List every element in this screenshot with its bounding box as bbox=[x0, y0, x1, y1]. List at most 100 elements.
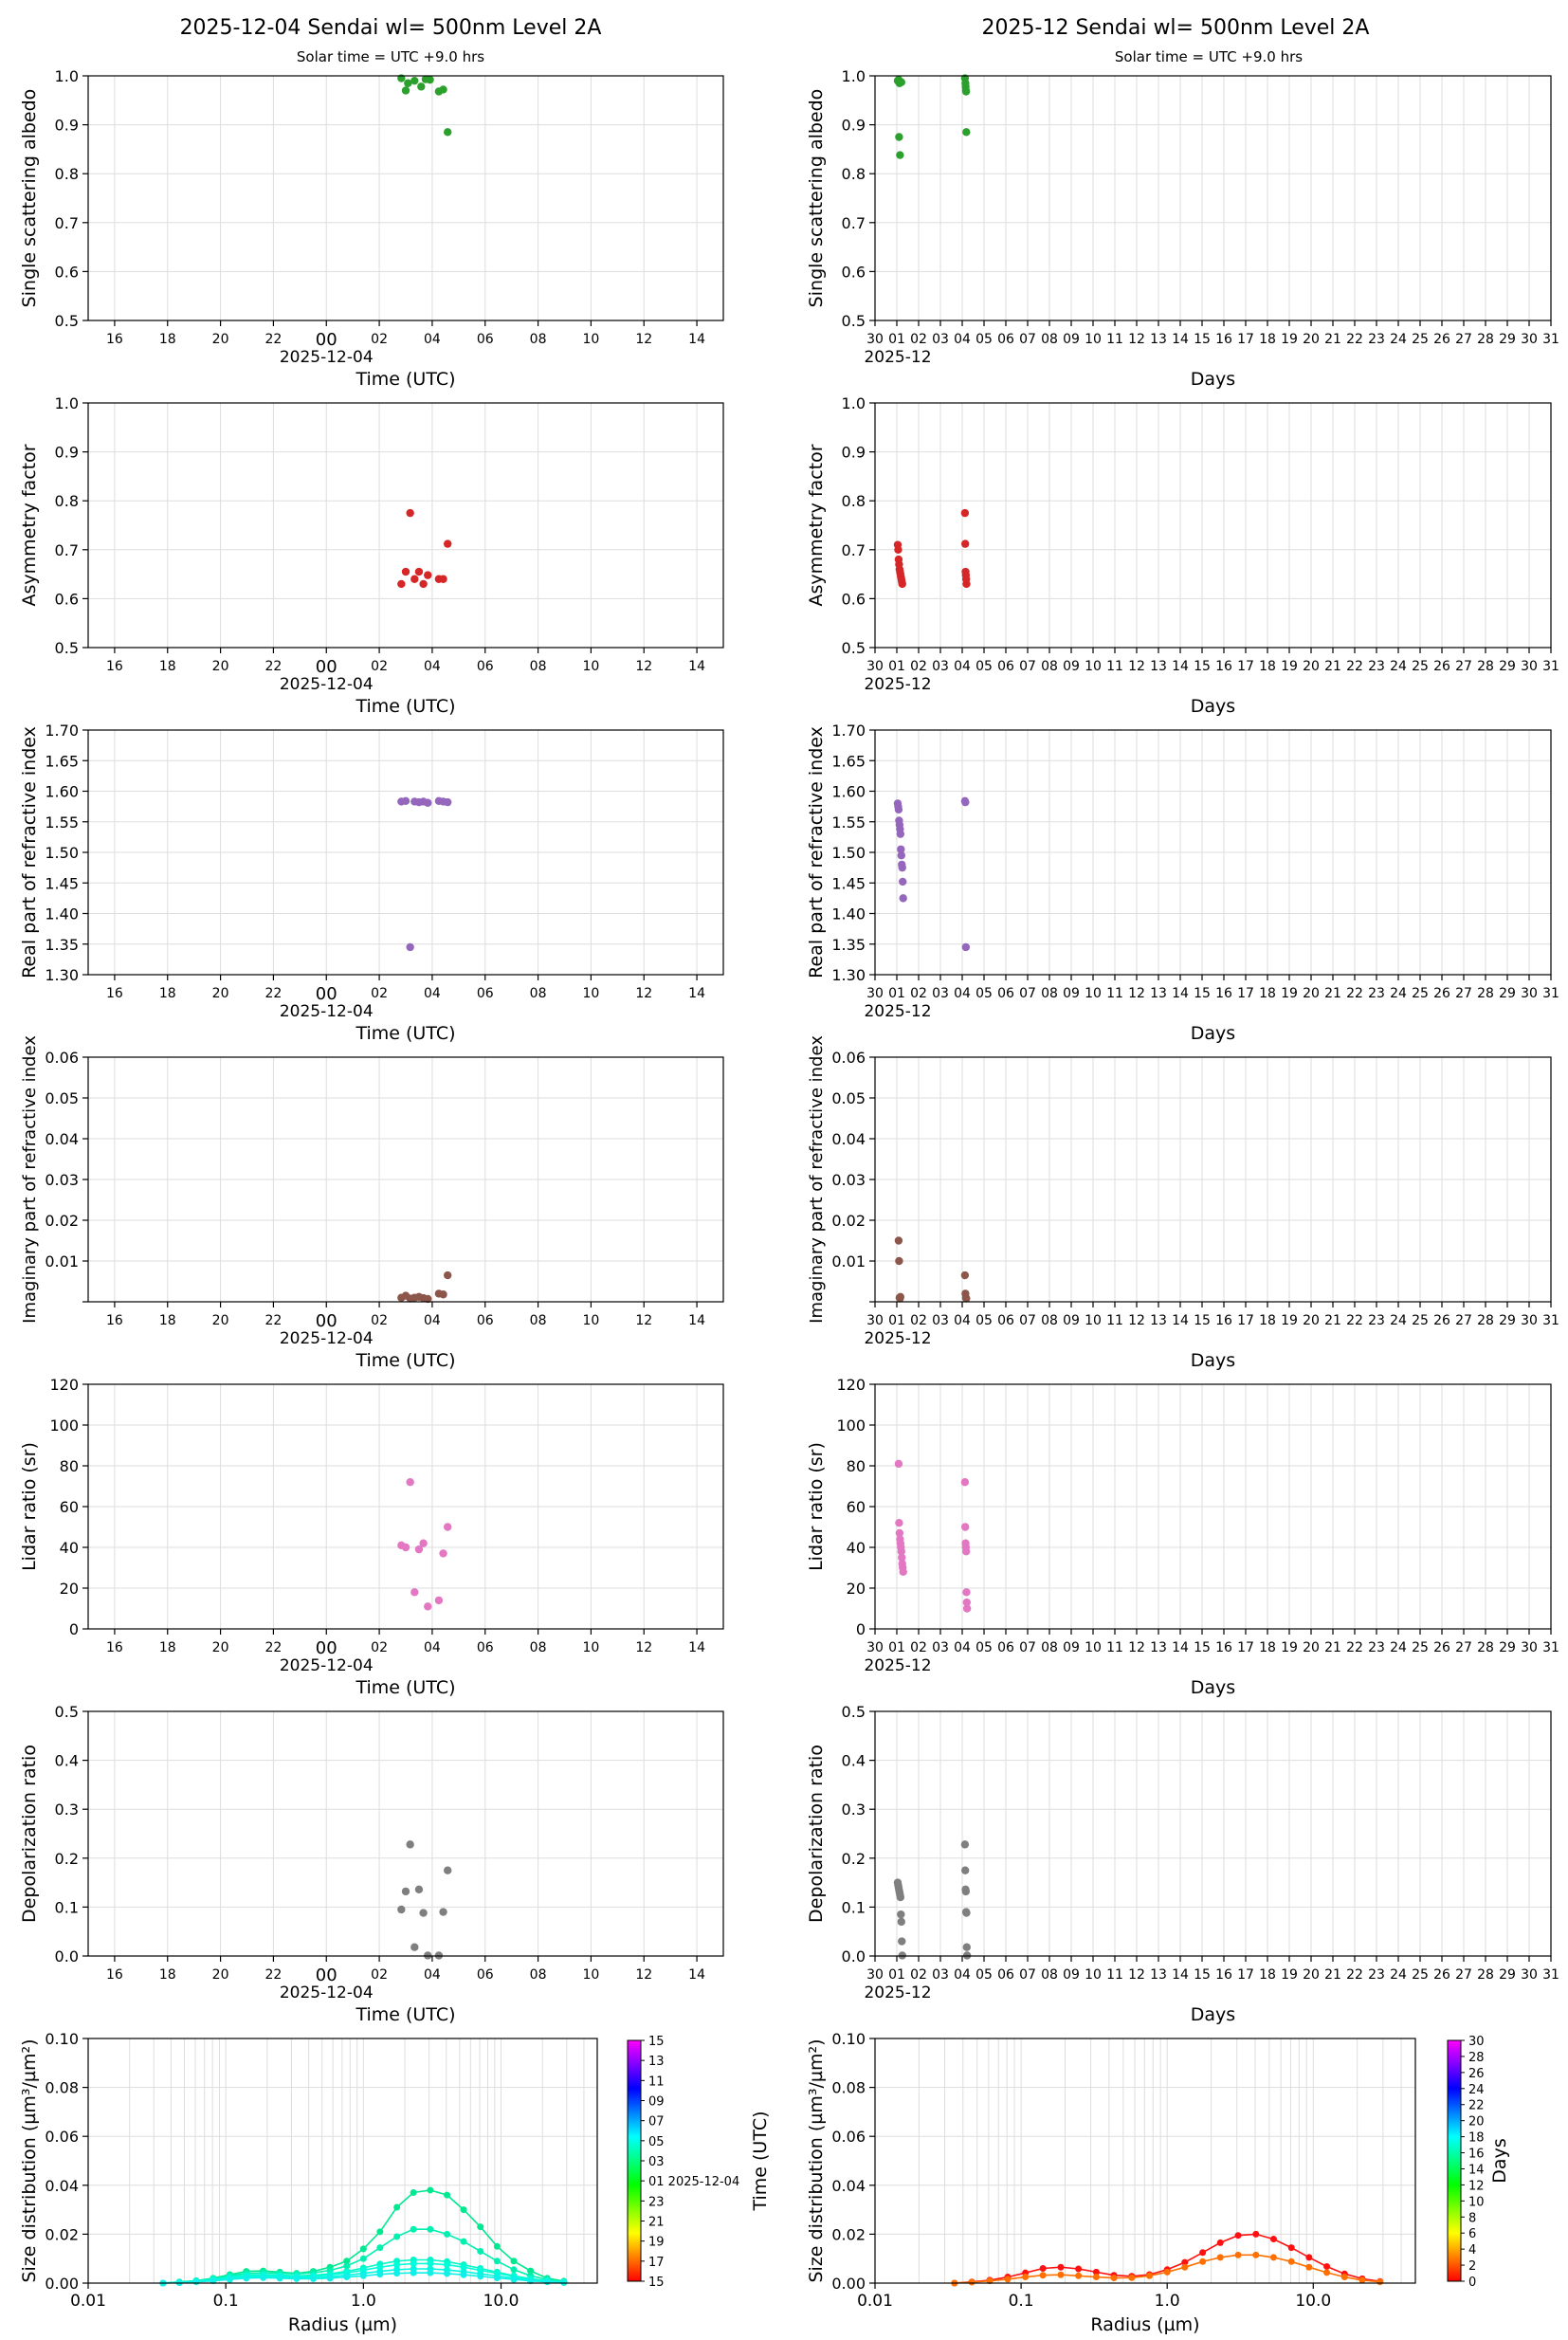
depol-monthly-x-tick-label: 31 bbox=[1542, 1967, 1559, 1983]
lidar-daily-x-tick-label: 10 bbox=[583, 1640, 600, 1655]
lidar-daily-point bbox=[434, 1596, 444, 1605]
real-ri-monthly-x-tick-label: 23 bbox=[1368, 986, 1385, 1001]
lidar-daily-x-tick-label: 00 bbox=[316, 1638, 337, 1658]
depol-monthly-x-tick-label: 22 bbox=[1346, 1967, 1363, 1983]
ssa-daily-x-tick-label: 22 bbox=[265, 332, 283, 347]
real-ri-monthly-x-tick-label: 31 bbox=[1542, 986, 1559, 1001]
psd-daily-x-tick-label: 1.0 bbox=[351, 2292, 376, 2311]
imag-ri-daily-x-tick-label: 16 bbox=[106, 1313, 123, 1328]
lidar-monthly-x-tick-label: 14 bbox=[1172, 1640, 1189, 1655]
psd-monthly-colorbar-tick-label: 20 bbox=[1468, 2115, 1485, 2130]
depol-daily-y-axis-label: Depolarization ratio bbox=[19, 1745, 40, 1923]
real-ri-monthly-x-axis-label: Days bbox=[1191, 1023, 1235, 1044]
imag-ri-monthly-x-date-label: 2025-12 bbox=[864, 1329, 931, 1348]
real-ri-monthly-x-tick-label: 15 bbox=[1194, 986, 1211, 1001]
psd-monthly-colorbar-tick-label: 2 bbox=[1468, 2259, 1476, 2274]
real-ri-daily-x-date-label: 2025-12-04 bbox=[280, 1002, 374, 1021]
psd-monthly-y-axis-label: Size distribution (µm³/µm²) bbox=[806, 2038, 827, 2282]
ssa-monthly-x-tick-label: 20 bbox=[1303, 332, 1320, 347]
real-ri-monthly-x-tick-label: 04 bbox=[954, 986, 971, 1001]
real-ri-monthly-point bbox=[897, 851, 905, 860]
ssa-daily-x-tick-label: 02 bbox=[371, 332, 388, 347]
imag-ri-daily-x-tick-label: 06 bbox=[477, 1313, 494, 1328]
psd-monthly-series-point bbox=[1287, 2258, 1295, 2265]
psd-monthly-colorbar-tick-label: 16 bbox=[1468, 2148, 1485, 2162]
depol-daily-point bbox=[439, 1908, 447, 1916]
imag-ri-daily-x-axis-label: Time (UTC) bbox=[355, 1350, 455, 1371]
real-ri-daily-x-axis-label: Time (UTC) bbox=[355, 1023, 455, 1044]
asym-monthly-point bbox=[898, 579, 906, 589]
ssa-monthly-x-tick-label: 17 bbox=[1237, 332, 1254, 347]
psd-daily-series-point bbox=[510, 2276, 518, 2283]
psd-monthly-chart: 0.00 0.02 0.04 0.06 0.08 0.10 0.01 0.1 1.0 10.0 Ra… bbox=[806, 2030, 1510, 2335]
ssa-daily-x-tick-label: 12 bbox=[635, 332, 652, 347]
depol-monthly-point bbox=[961, 1887, 971, 1896]
real-ri-daily-x-tick-label: 14 bbox=[688, 986, 705, 1001]
ssa-daily-y-axis-label: Single scattering albedo bbox=[19, 89, 40, 308]
psd-daily-series-point bbox=[293, 2275, 301, 2282]
depol-monthly-x-tick-label: 29 bbox=[1499, 1967, 1516, 1983]
psd-daily-series-point bbox=[410, 2225, 417, 2233]
depol-monthly-x-tick-label: 14 bbox=[1172, 1967, 1189, 1983]
asym-daily-y-tick-label: 0.6 bbox=[55, 590, 79, 608]
psd-daily-series-point bbox=[343, 2258, 351, 2265]
ssa-monthly-x-tick-label: 19 bbox=[1281, 332, 1298, 347]
real-ri-monthly-x-tick-label: 25 bbox=[1412, 986, 1429, 1001]
imag-ri-monthly-x-tick-label: 29 bbox=[1499, 1313, 1516, 1328]
imag-ri-monthly-y-tick-label: 0.05 bbox=[831, 1089, 866, 1107]
lidar-monthly-point bbox=[895, 1528, 904, 1538]
asym-monthly-y-axis-label: Asymmetry factor bbox=[806, 444, 827, 606]
imag-ri-monthly-x-tick-label: 30 bbox=[866, 1313, 884, 1328]
psd-monthly-series-point bbox=[1252, 2251, 1260, 2258]
real-ri-daily-y-axis-label: Real part of refractive index bbox=[19, 726, 40, 978]
asym-daily-point bbox=[439, 575, 447, 583]
depol-monthly-point bbox=[896, 1892, 905, 1902]
psd-monthly-series-point bbox=[1305, 2263, 1313, 2271]
real-ri-monthly-x-tick-label: 27 bbox=[1455, 986, 1472, 1001]
real-ri-monthly-x-tick-label: 30 bbox=[1521, 986, 1538, 1001]
lidar-monthly-x-tick-label: 11 bbox=[1106, 1640, 1123, 1655]
imag-ri-monthly-point bbox=[962, 1294, 971, 1303]
real-ri-monthly-x-tick-label: 24 bbox=[1390, 986, 1407, 1001]
lidar-daily-x-tick-label: 08 bbox=[530, 1640, 547, 1655]
depol-daily-point bbox=[419, 1909, 428, 1917]
real-ri-monthly-frame bbox=[874, 729, 1552, 976]
ssa-monthly-x-tick-label: 07 bbox=[1019, 332, 1036, 347]
psd-monthly-colorbar-tick-label: 30 bbox=[1468, 2035, 1485, 2049]
asym-daily-y-tick-label: 0.7 bbox=[55, 541, 79, 559]
imag-ri-monthly-y-axis-label: Imaginary part of refractive index bbox=[807, 1035, 827, 1324]
imag-ri-daily-chart: 0.01 0.02 0.03 0.04 0.05 0.06 16 18 20 22 00 02 04 06… bbox=[20, 1035, 724, 1371]
psd-daily-y-tick-label: 0.02 bbox=[45, 2225, 79, 2243]
ssa-monthly-x-tick-label: 09 bbox=[1063, 332, 1080, 347]
lidar-monthly-x-tick-label: 23 bbox=[1368, 1640, 1385, 1655]
depol-monthly-x-axis-label: Days bbox=[1191, 2004, 1235, 2025]
real-ri-daily-x-tick-label: 22 bbox=[265, 986, 283, 1001]
real-ri-monthly-point bbox=[899, 877, 907, 887]
lidar-monthly-point bbox=[899, 1567, 907, 1577]
depol-daily-y-tick-label: 0.3 bbox=[55, 1801, 79, 1819]
asym-monthly-x-tick-label: 26 bbox=[1433, 659, 1450, 674]
real-ri-monthly-x-tick-label: 08 bbox=[1041, 986, 1058, 1001]
asym-monthly-x-tick-label: 04 bbox=[954, 659, 971, 674]
ssa-monthly-frame bbox=[874, 75, 1552, 321]
imag-ri-daily-x-tick-label: 00 bbox=[316, 1311, 337, 1331]
psd-monthly-series-point bbox=[1110, 2275, 1118, 2282]
depol-daily-x-tick-label: 02 bbox=[371, 1967, 388, 1983]
imag-ri-monthly-x-tick-label: 12 bbox=[1128, 1313, 1145, 1328]
ssa-monthly-chart: 0.5 0.6 0.7 0.8 0.9 1.0 30 01 02 03 04 05 06 07 08 09 10… bbox=[806, 67, 1559, 390]
imag-ri-daily-point bbox=[424, 1294, 432, 1304]
ssa-monthly-x-tick-label: 01 bbox=[888, 332, 905, 347]
asym-daily-point bbox=[444, 539, 452, 548]
lidar-monthly-x-tick-label: 22 bbox=[1346, 1640, 1363, 1655]
ssa-monthly-x-tick-label: 26 bbox=[1433, 332, 1450, 347]
ssa-daily-point bbox=[426, 75, 434, 84]
asym-monthly-y-tick-label: 1.0 bbox=[842, 394, 866, 412]
asym-monthly-point bbox=[960, 539, 970, 548]
asym-monthly-x-tick-label: 11 bbox=[1106, 659, 1123, 674]
psd-daily-y-tick-label: 0.04 bbox=[45, 2177, 79, 2195]
depol-daily-x-tick-label: 06 bbox=[477, 1967, 494, 1983]
psd-daily-colorbar bbox=[627, 2039, 642, 2282]
real-ri-monthly-x-tick-label: 12 bbox=[1128, 986, 1145, 1001]
psd-monthly-series-point bbox=[1377, 2278, 1384, 2286]
psd-monthly-colorbar-tick-label: 28 bbox=[1468, 2051, 1485, 2065]
